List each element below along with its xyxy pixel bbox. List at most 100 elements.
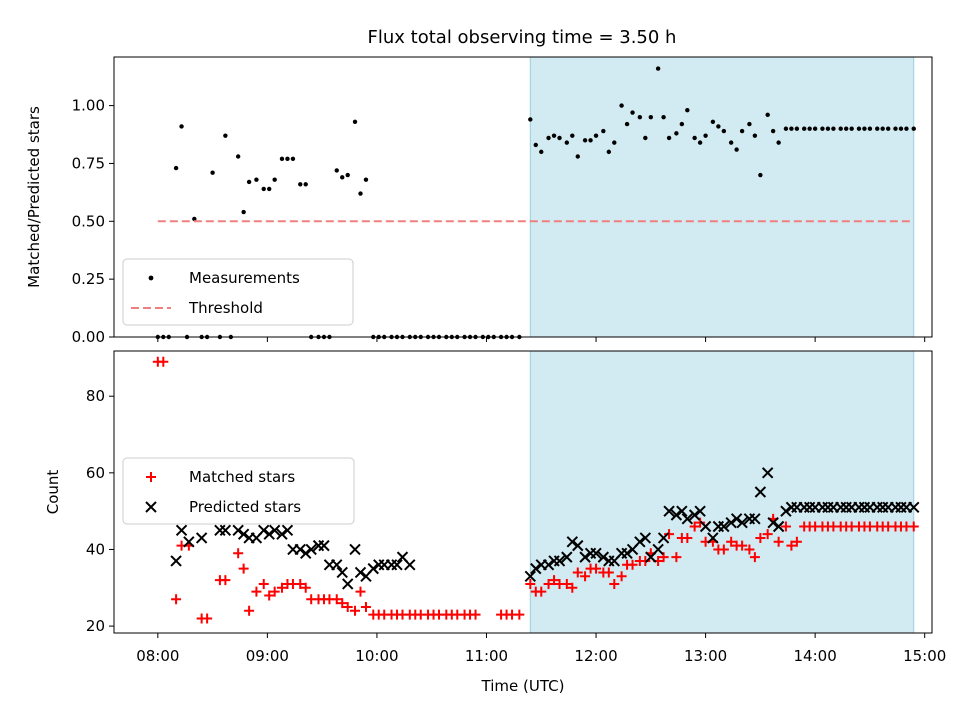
measurement-point bbox=[246, 179, 252, 185]
measurement-point bbox=[807, 126, 812, 131]
y-tick-label: 60 bbox=[86, 464, 105, 482]
y-tick-label: 20 bbox=[86, 617, 105, 635]
predicted-star-marker bbox=[219, 524, 232, 537]
predicted-star-marker bbox=[530, 562, 542, 575]
predicted-star-marker bbox=[749, 513, 761, 525]
measurement-point bbox=[557, 135, 562, 141]
measurement-point bbox=[747, 121, 752, 127]
top-observing-window bbox=[529, 56, 915, 338]
x-tick-label: 09:00 bbox=[246, 647, 289, 665]
legend-entry-label: Threshold bbox=[188, 299, 263, 317]
predicted-star-marker bbox=[542, 559, 555, 571]
predicted-star-marker bbox=[373, 559, 385, 571]
predicted-star-marker bbox=[349, 543, 361, 556]
predicted-star-marker bbox=[276, 528, 288, 540]
measurement-point bbox=[261, 186, 266, 192]
predicted-star-marker bbox=[183, 536, 195, 548]
measurement-point bbox=[528, 117, 533, 122]
matched-star-marker bbox=[342, 601, 353, 612]
matched-star-marker bbox=[773, 536, 784, 547]
predicted-star-marker bbox=[391, 559, 403, 571]
matched-star-marker bbox=[470, 609, 481, 620]
matched-star-marker bbox=[791, 536, 802, 547]
legend-matched-swatch bbox=[146, 472, 156, 482]
measurement-point bbox=[173, 165, 179, 171]
top-legend: Measurements Threshold bbox=[122, 258, 354, 326]
measurement-point bbox=[619, 103, 624, 108]
predicted-star-marker bbox=[663, 505, 675, 517]
matched-star-marker bbox=[238, 563, 249, 574]
bottom-observing-window bbox=[529, 350, 915, 634]
chart-title: Flux total observing time = 3.50 h bbox=[368, 27, 677, 48]
measurement-point bbox=[849, 126, 854, 131]
measurement-point bbox=[630, 110, 635, 115]
measurement-point bbox=[820, 126, 825, 131]
matched-star-marker bbox=[726, 536, 737, 547]
measurement-point bbox=[674, 131, 679, 136]
measurement-point bbox=[624, 121, 630, 127]
matched-star-marker bbox=[536, 586, 547, 597]
measurement-point bbox=[898, 126, 904, 131]
predicted-star-marker bbox=[318, 539, 330, 552]
measurement-point bbox=[661, 114, 666, 120]
x-tick-label: 13:00 bbox=[684, 647, 727, 665]
predicted-star-marker bbox=[780, 505, 792, 517]
predicted-star-marker bbox=[681, 513, 694, 525]
x-tick-label: 14:00 bbox=[794, 647, 837, 665]
measurement-point bbox=[838, 126, 843, 131]
predicted-star-marker bbox=[342, 578, 354, 590]
predicted-star-marker bbox=[214, 524, 226, 537]
measurement-point bbox=[794, 126, 800, 131]
matched-star-marker bbox=[580, 571, 591, 582]
predicted-star-marker bbox=[761, 467, 774, 479]
measurement-point bbox=[831, 126, 836, 131]
predicted-star-marker bbox=[170, 555, 182, 567]
measurement-point bbox=[340, 175, 345, 180]
predicted-star-marker bbox=[908, 501, 920, 514]
measurement-point bbox=[812, 126, 818, 131]
predicted-star-marker bbox=[597, 551, 610, 563]
measurement-point bbox=[533, 142, 538, 148]
predicted-star-marker bbox=[195, 532, 208, 544]
measurement-point bbox=[752, 133, 758, 138]
measurement-point bbox=[241, 209, 246, 215]
predicted-star-marker bbox=[561, 551, 573, 563]
legend-predicted-swatch bbox=[145, 501, 157, 513]
predicted-stars-layer bbox=[170, 467, 920, 590]
measurement-point bbox=[546, 135, 551, 141]
predicted-star-marker bbox=[670, 509, 683, 521]
top-plot-frame bbox=[113, 56, 933, 338]
matched-star-marker bbox=[755, 532, 766, 543]
x-tick-label: 11:00 bbox=[465, 647, 508, 665]
matched-star-marker bbox=[682, 532, 693, 543]
predicted-star-marker bbox=[268, 524, 281, 537]
measurement-point bbox=[716, 124, 721, 129]
top-x-ticks bbox=[157, 337, 926, 342]
predicted-star-marker bbox=[385, 559, 398, 571]
legend-frame bbox=[122, 457, 355, 525]
matched-star-marker bbox=[664, 529, 675, 540]
bottom-y-axis-label: Count bbox=[44, 470, 62, 515]
matched-star-marker bbox=[762, 529, 773, 540]
y-tick-label: 1.00 bbox=[72, 97, 105, 115]
measurement-point bbox=[358, 191, 363, 196]
predicted-star-marker bbox=[404, 559, 416, 571]
measurement-point bbox=[893, 126, 898, 131]
measurement-point bbox=[710, 119, 716, 124]
measurement-point bbox=[588, 138, 593, 143]
predicted-star-marker bbox=[621, 547, 633, 560]
y-tick-label: 0.25 bbox=[72, 270, 105, 288]
matched-star-marker bbox=[360, 601, 371, 612]
measurement-point bbox=[298, 182, 303, 187]
legend-measurement-swatch bbox=[148, 275, 154, 281]
matched-star-marker bbox=[671, 552, 682, 563]
measurement-point bbox=[267, 186, 272, 192]
measurement-point bbox=[783, 126, 789, 131]
measurement-point bbox=[612, 140, 617, 145]
predicted-star-marker bbox=[754, 486, 767, 498]
measurement-point bbox=[885, 126, 891, 131]
matched-star-marker bbox=[744, 544, 755, 555]
bottom-legend: Matched stars Predicted stars bbox=[122, 457, 355, 525]
measurement-point bbox=[856, 126, 862, 131]
